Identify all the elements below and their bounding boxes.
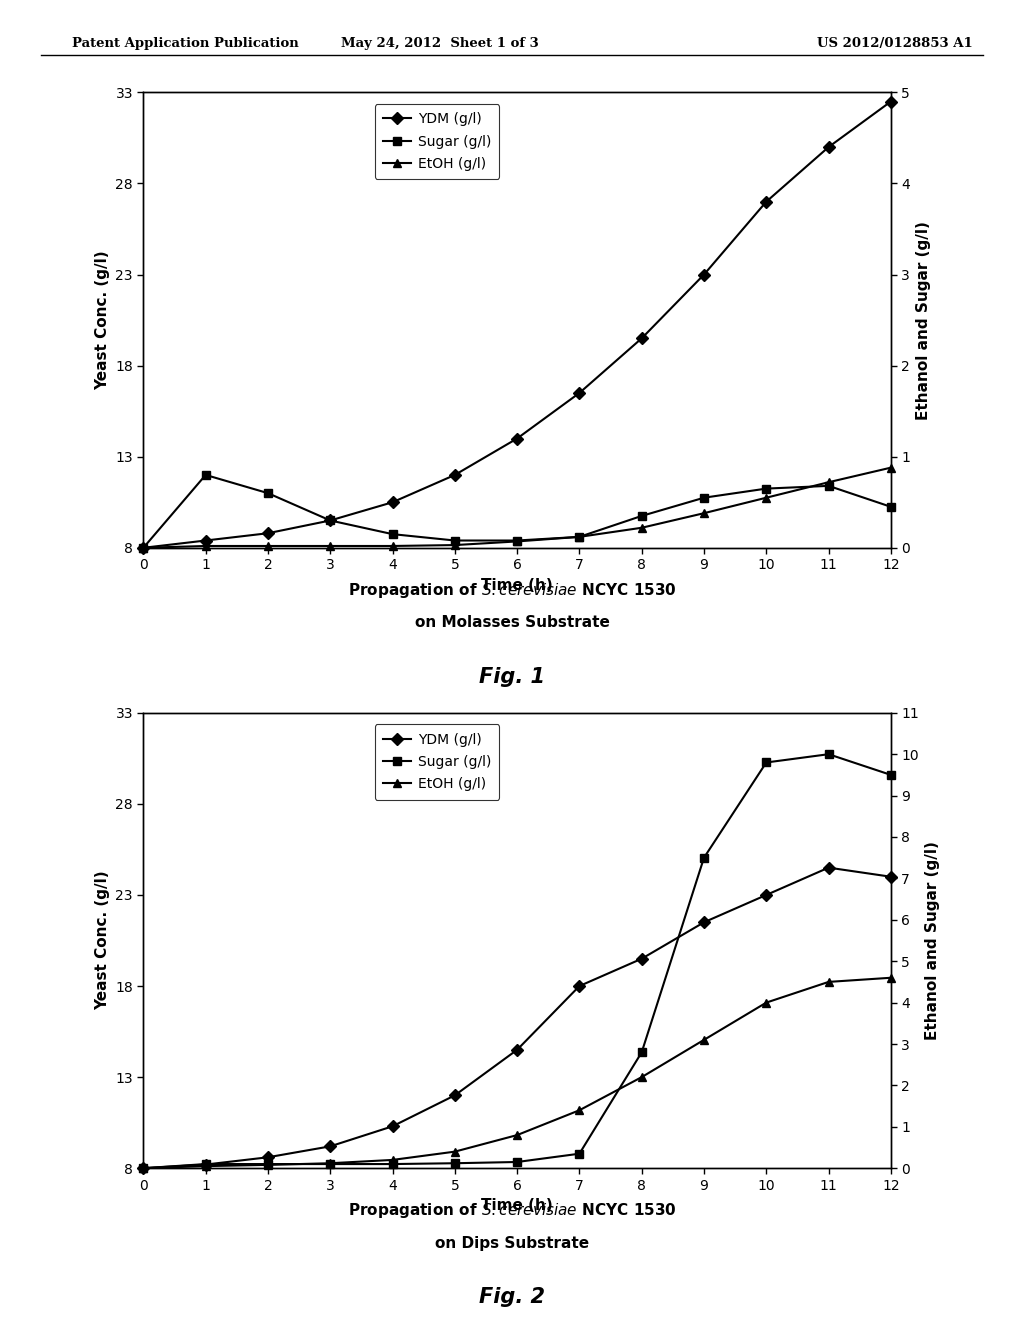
Text: Propagation of $\it{S. cerevisiae}$ NCYC 1530: Propagation of $\it{S. cerevisiae}$ NCYC… — [347, 1201, 677, 1220]
Y-axis label: Yeast Conc. (g/l): Yeast Conc. (g/l) — [94, 871, 110, 1010]
Text: May 24, 2012  Sheet 1 of 3: May 24, 2012 Sheet 1 of 3 — [341, 37, 540, 50]
Legend: YDM (g/l), Sugar (g/l), EtOH (g/l): YDM (g/l), Sugar (g/l), EtOH (g/l) — [375, 104, 500, 180]
Text: on Dips Substrate: on Dips Substrate — [435, 1236, 589, 1250]
Text: Fig. 1: Fig. 1 — [479, 667, 545, 686]
Text: Propagation of $\it{S. cerevisiae}$ NCYC 1530: Propagation of $\it{S. cerevisiae}$ NCYC… — [347, 581, 677, 599]
Text: on Molasses Substrate: on Molasses Substrate — [415, 615, 609, 630]
X-axis label: Time (h): Time (h) — [481, 578, 553, 593]
X-axis label: Time (h): Time (h) — [481, 1199, 553, 1213]
Y-axis label: Ethanol and Sugar (g/l): Ethanol and Sugar (g/l) — [925, 841, 940, 1040]
Text: US 2012/0128853 A1: US 2012/0128853 A1 — [817, 37, 973, 50]
Y-axis label: Ethanol and Sugar (g/l): Ethanol and Sugar (g/l) — [915, 220, 931, 420]
Text: Patent Application Publication: Patent Application Publication — [72, 37, 298, 50]
Text: Fig. 2: Fig. 2 — [479, 1287, 545, 1307]
Y-axis label: Yeast Conc. (g/l): Yeast Conc. (g/l) — [94, 251, 110, 389]
Legend: YDM (g/l), Sugar (g/l), EtOH (g/l): YDM (g/l), Sugar (g/l), EtOH (g/l) — [375, 725, 500, 800]
